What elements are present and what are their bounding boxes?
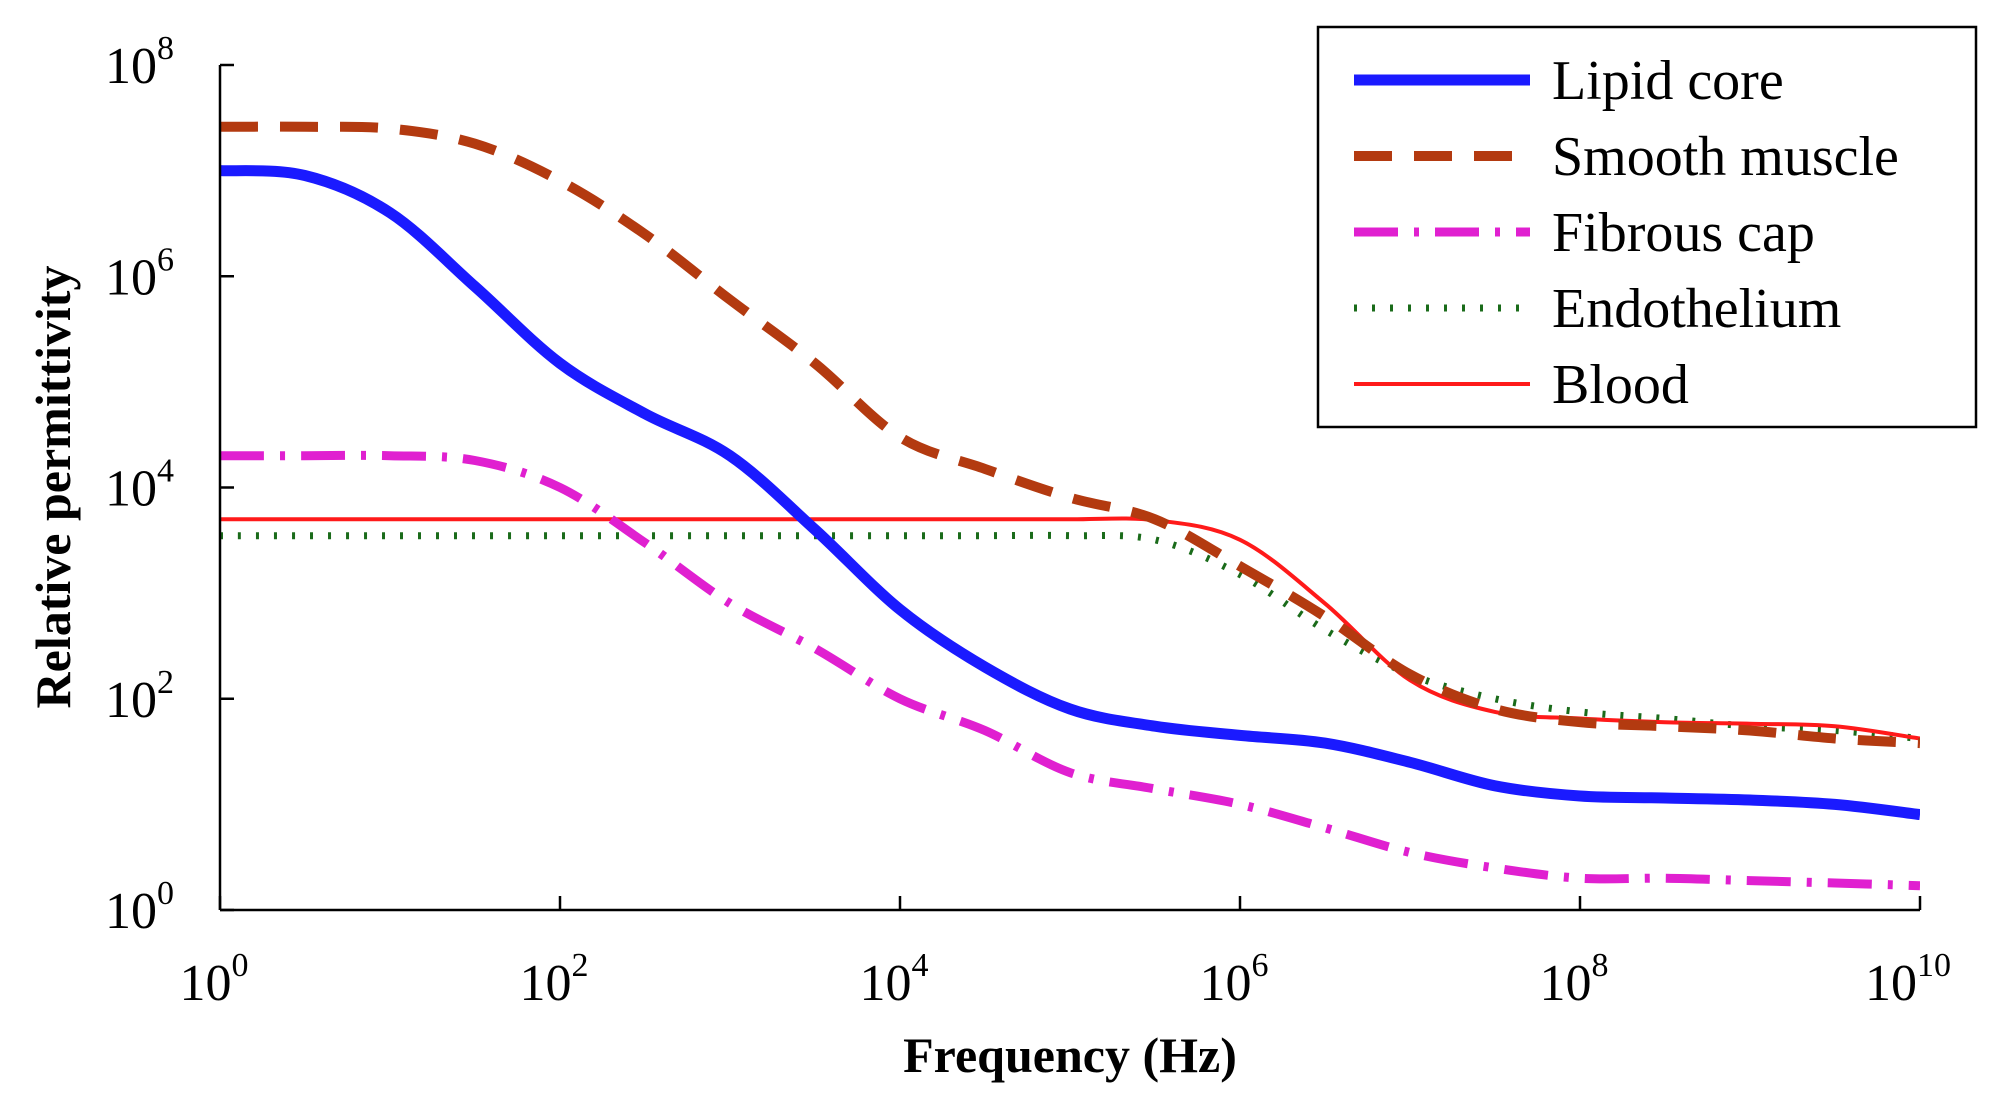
x-tick-label: 1010 (1865, 947, 1951, 1012)
y-ticks: 100 102 104 106 108 (105, 30, 234, 940)
legend-label-endothelium: Endothelium (1552, 278, 1841, 340)
series-line-fibrous-cap (220, 450, 1920, 891)
legend-label-smooth-muscle: Smooth muscle (1552, 126, 1899, 188)
legend-label-fibrous-cap: Fibrous cap (1552, 202, 1815, 264)
y-tick-label: 108 (105, 30, 174, 95)
y-tick-label: 104 (105, 453, 174, 518)
y-tick-label: 100 (105, 875, 174, 940)
legend-box (1316, 25, 1978, 429)
legend-label-lipid-core: Lipid core (1552, 50, 1784, 112)
x-tick-label: 102 (520, 947, 589, 1012)
y-tick-label: 106 (105, 241, 174, 306)
x-ticks: 100 102 104 106 108 1010 (180, 896, 1951, 1012)
legend-label-blood: Blood (1552, 354, 1689, 416)
y-axis-label: Relative permittivity (25, 266, 81, 709)
x-tick-label: 104 (860, 947, 929, 1012)
series-line-smooth-muscle (220, 121, 1920, 749)
x-tick-label: 108 (1540, 947, 1609, 1012)
y-tick-label: 102 (105, 664, 174, 729)
legend: Lipid core Smooth muscle Fibrous cap Endoth… (1316, 25, 1978, 429)
series-layer (220, 121, 1920, 891)
x-tick-label: 100 (180, 947, 249, 1012)
x-tick-label: 106 (1200, 947, 1269, 1012)
x-axis-label: Frequency (Hz) (903, 1027, 1237, 1083)
series-line-lipid-core (220, 165, 1920, 821)
